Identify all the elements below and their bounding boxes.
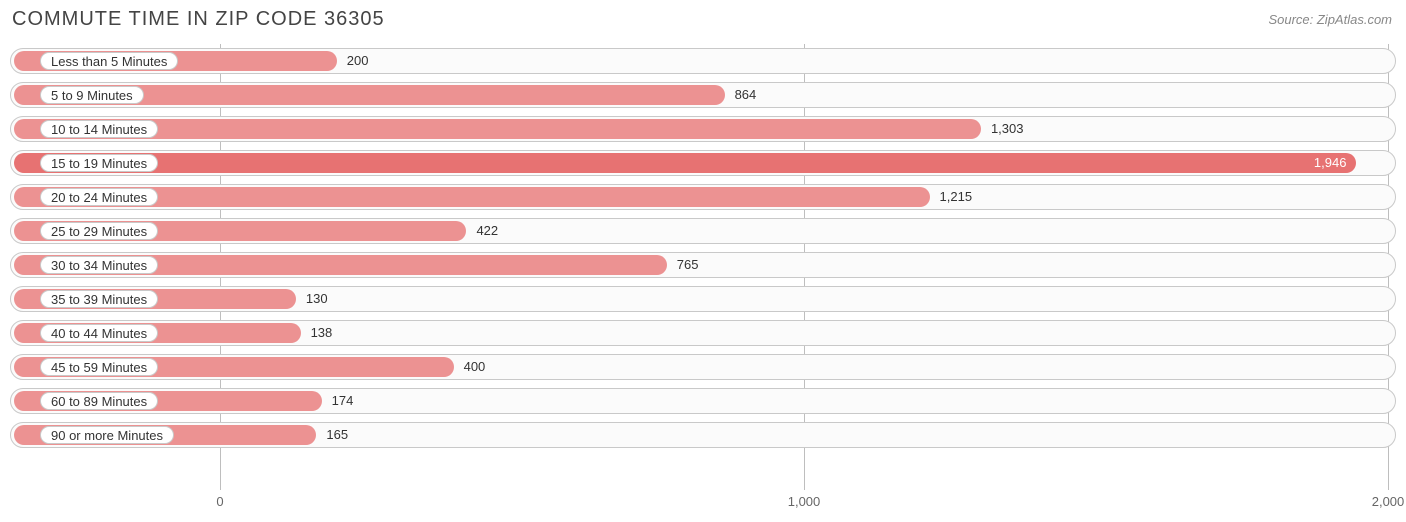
category-label: 60 to 89 Minutes bbox=[40, 392, 158, 410]
category-label: Less than 5 Minutes bbox=[40, 52, 178, 70]
x-axis: 01,0002,000 bbox=[10, 494, 1396, 514]
value-label: 1,303 bbox=[991, 112, 1024, 146]
category-label: 15 to 19 Minutes bbox=[40, 154, 158, 172]
commute-time-chart: COMMUTE TIME IN ZIP CODE 36305 Source: Z… bbox=[0, 0, 1406, 522]
bar-row: 60 to 89 Minutes 174 bbox=[10, 384, 1396, 418]
category-label: 10 to 14 Minutes bbox=[40, 120, 158, 138]
x-tick-label: 0 bbox=[216, 494, 223, 509]
category-label: 20 to 24 Minutes bbox=[40, 188, 158, 206]
chart-title: COMMUTE TIME IN ZIP CODE 36305 bbox=[12, 8, 385, 31]
value-label: 1,215 bbox=[940, 180, 973, 214]
bar-row: 20 to 24 Minutes 1,215 bbox=[10, 180, 1396, 214]
value-label: 130 bbox=[306, 282, 328, 316]
x-tick-label: 2,000 bbox=[1372, 494, 1405, 509]
value-label: 765 bbox=[677, 248, 699, 282]
value-label: 422 bbox=[476, 214, 498, 248]
category-label: 5 to 9 Minutes bbox=[40, 86, 144, 104]
value-label: 174 bbox=[332, 384, 354, 418]
bar bbox=[14, 153, 1356, 173]
category-label: 40 to 44 Minutes bbox=[40, 324, 158, 342]
bar-row: 45 to 59 Minutes 400 bbox=[10, 350, 1396, 384]
bar-row: 10 to 14 Minutes 1,303 bbox=[10, 112, 1396, 146]
chart-source: Source: ZipAtlas.com bbox=[1268, 12, 1392, 27]
value-label: 138 bbox=[311, 316, 333, 350]
bar bbox=[14, 119, 981, 139]
bar-row: 40 to 44 Minutes 138 bbox=[10, 316, 1396, 350]
plot-area: Less than 5 Minutes2005 to 9 Minutes8641… bbox=[10, 44, 1396, 490]
value-label: 864 bbox=[735, 78, 757, 112]
category-label: 35 to 39 Minutes bbox=[40, 290, 158, 308]
category-label: 25 to 29 Minutes bbox=[40, 222, 158, 240]
category-label: 90 or more Minutes bbox=[40, 426, 174, 444]
bar-row: Less than 5 Minutes 200 bbox=[10, 44, 1396, 78]
value-label: 200 bbox=[347, 44, 369, 78]
value-label: 165 bbox=[326, 418, 348, 452]
value-label: 400 bbox=[464, 350, 486, 384]
bar-row: 5 to 9 Minutes 864 bbox=[10, 78, 1396, 112]
bar-row: 15 to 19 Minutes 1,946 bbox=[10, 146, 1396, 180]
bar-row: 90 or more Minutes 165 bbox=[10, 418, 1396, 452]
value-label: 1,946 bbox=[1314, 146, 1347, 180]
bar-row: 25 to 29 Minutes 422 bbox=[10, 214, 1396, 248]
category-label: 30 to 34 Minutes bbox=[40, 256, 158, 274]
bar-row: 35 to 39 Minutes 130 bbox=[10, 282, 1396, 316]
x-tick-label: 1,000 bbox=[788, 494, 821, 509]
bar-row: 30 to 34 Minutes 765 bbox=[10, 248, 1396, 282]
category-label: 45 to 59 Minutes bbox=[40, 358, 158, 376]
